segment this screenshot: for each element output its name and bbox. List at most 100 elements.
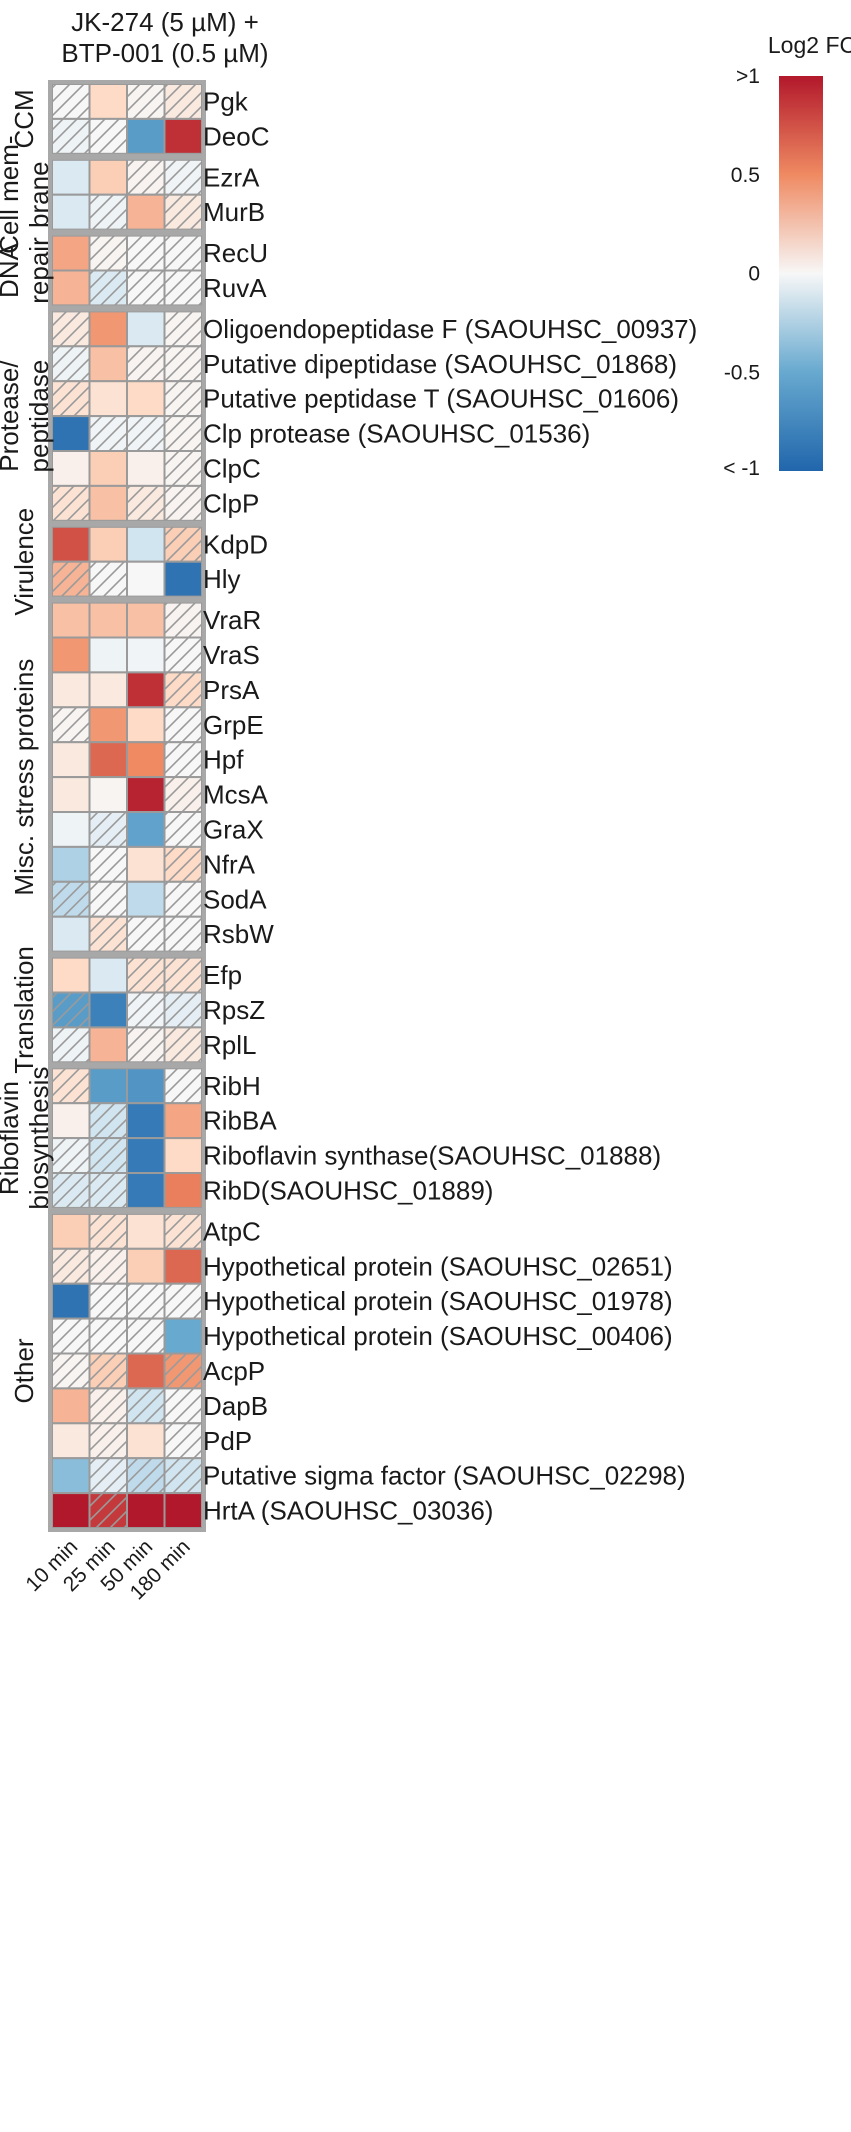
hatch-overlay-oligoendopeptidase-f-saouhsc-00937-10-min (52, 311, 90, 347)
group-frame-other (48, 1209, 206, 1533)
hatch-overlay-acpp-10-min (52, 1353, 90, 1389)
group-frame-riboflavin-biosynthesis (48, 1064, 206, 1212)
heatmap-cell-ribd-saouhsc-01889-50-min (126, 1172, 166, 1209)
row-label-ruva: RuvA (203, 273, 267, 303)
hatch-overlay-riboflavin-synthase-saouhsc-01888-25-min (89, 1138, 127, 1173)
hatch-overlay-hrta-saouhsc-03036-25-min (89, 1493, 127, 1528)
hatch-overlay-vras-180-min (164, 637, 202, 673)
heatmap-cell-putative-peptidase-t-saouhsc-01606-50-min (126, 380, 166, 418)
heatmap-cell-clpp-25-min (88, 484, 128, 522)
hatch-overlay-ribba-25-min (89, 1103, 127, 1139)
heatmap-cell-ezra-10-min (51, 158, 91, 196)
hatch-overlay-hypothetical-protein-saouhsc-00406-10-min (52, 1318, 90, 1354)
hatch-overlay-recu-25-min (89, 235, 127, 271)
heatmap-cell-soda-50-min (126, 880, 166, 918)
heatmap-cell-efp-25-min (88, 956, 128, 994)
heatmap-cell-clpc-50-min (126, 450, 166, 487)
heatmap-cell-rsbw-10-min (51, 915, 91, 953)
hatch-overlay-ezra-50-min (127, 159, 165, 195)
row-label-rsbw: RsbW (203, 919, 274, 949)
hatch-overlay-hypothetical-protein-saouhsc-02651-25-min (89, 1248, 127, 1284)
row-label-acpp: AcpP (203, 1356, 265, 1386)
group-label-cell-mem-brane-line-2: brane (24, 161, 54, 228)
heatmap-cell-hypothetical-protein-saouhsc-01978-10-min (51, 1282, 91, 1320)
heatmap-cell-putative-peptidase-t-saouhsc-01606-25-min (88, 380, 128, 418)
heatmap-cell-recu-10-min (51, 234, 91, 272)
row-label-hypothetical-protein-saouhsc-01978: Hypothetical protein (SAOUHSC_01978) (203, 1286, 673, 1316)
hatch-overlay-grax-180-min (164, 812, 202, 847)
heatmap-cell-grpe-50-min (126, 706, 166, 744)
heatmap-cell-hypothetical-protein-saouhsc-02651-50-min (126, 1247, 166, 1285)
hatch-overlay-atpc-180-min (164, 1213, 202, 1249)
hatch-overlay-putative-sigma-factor-saouhsc-02298-50-min (127, 1458, 165, 1494)
heatmap-cell-riboflavin-synthase-saouhsc-01888-50-min (126, 1137, 166, 1174)
hatch-overlay-nfra-25-min (89, 846, 127, 882)
row-labels: Pgk DeoC EzrA MurB RecU RuvA Oligoendopeptidas… (203, 86, 697, 1525)
hatch-overlay-hly-10-min (52, 561, 90, 597)
heatmap-cell-rpsz-25-min (88, 991, 128, 1029)
hatch-overlay-hypothetical-protein-saouhsc-02651-10-min (52, 1248, 90, 1284)
hatch-overlay-efp-50-min (127, 957, 165, 993)
hatch-overlay-hypothetical-protein-saouhsc-01978-180-min (164, 1283, 202, 1319)
heatmap-cell-kdpd-10-min (51, 525, 91, 563)
group-label-dna-repair-line-2: repair (24, 237, 54, 304)
heatmap-cell-clpc-25-min (88, 450, 128, 487)
legend-tick-0: 0 (748, 263, 760, 286)
heatmap-cell-riboflavin-synthase-saouhsc-01888-180-min (163, 1137, 203, 1174)
heatmap-cell-atpc-10-min (51, 1212, 91, 1250)
heatmap-cell-pdp-50-min (126, 1422, 166, 1460)
hatch-overlay-atpc-25-min (89, 1213, 127, 1249)
hatch-overlay-ribh-10-min (52, 1068, 90, 1104)
heatmap-cell-ribba-50-min (126, 1102, 166, 1140)
row-label-putative-sigma-factor-saouhsc-02298: Putative sigma factor (SAOUHSC_02298) (203, 1461, 686, 1491)
hatch-overlay-clp-protease-saouhsc-01536-25-min (89, 416, 127, 451)
hatch-overlay-ruva-25-min (89, 270, 127, 306)
hatch-overlay-ezra-180-min (164, 159, 202, 195)
row-label-rpll: RplL (203, 1030, 256, 1060)
row-label-ribba: RibBA (203, 1106, 277, 1136)
heatmap-cell-vrar-10-min (51, 601, 91, 639)
hatch-overlay-rsbw-25-min (89, 916, 127, 952)
hatch-overlay-grax-25-min (89, 812, 127, 847)
heatmap-cell-hpf-25-min (88, 741, 128, 779)
hatch-overlay-rsbw-180-min (164, 916, 202, 952)
hatch-overlay-rsbw-50-min (127, 916, 165, 952)
row-label-pgk: Pgk (203, 86, 249, 116)
group-label-cell-mem-brane-line-1: Cell mem- (0, 135, 24, 253)
row-label-grpe: GrpE (203, 710, 264, 740)
group-label-protease-peptidase-line-1: Protease/ (0, 360, 24, 472)
legend-tick-0-5: -0.5 (724, 361, 760, 384)
heatmap-cell-deoc-180-min (163, 117, 203, 155)
group-label-riboflavin-biosynthesis-line-1: Riboflavin (0, 1081, 24, 1195)
row-label-dapb: DapB (203, 1391, 268, 1421)
group-label-protease-peptidase-line-2: peptidase (24, 360, 54, 473)
hatch-overlay-grpe-10-min (52, 707, 90, 743)
group-label-other-line-1: Other (9, 1338, 39, 1403)
heatmap-cell-hypothetical-protein-saouhsc-02651-180-min (163, 1247, 203, 1285)
hatch-overlay-hypothetical-protein-saouhsc-00406-25-min (89, 1318, 127, 1354)
heatmap-cell-ribba-10-min (51, 1102, 91, 1140)
hatch-overlay-pgk-50-min (127, 84, 165, 119)
hatch-overlay-ruva-180-min (164, 270, 202, 306)
hatch-overlay-clpp-180-min (164, 485, 202, 521)
hatch-overlay-rpll-50-min (127, 1027, 165, 1063)
hatch-overlay-riboflavin-synthase-saouhsc-01888-10-min (52, 1138, 90, 1173)
chart-title-line-2: BTP-001 (0.5 µM) (61, 38, 268, 68)
heatmap-grid (48, 80, 206, 1533)
group-label-riboflavin-biosynthesis-line-2: biosynthesis (24, 1067, 54, 1210)
group-label-virulence-line-1: Virulence (9, 508, 39, 616)
heatmap-cell-mcsa-25-min (88, 776, 128, 813)
row-label-kdpd: KdpD (203, 529, 268, 559)
row-label-nfra: NfrA (203, 849, 256, 879)
hatch-overlay-deoc-25-min (89, 118, 127, 154)
row-label-ribd-saouhsc-01889: RibD(SAOUHSC_01889) (203, 1175, 493, 1205)
row-label-hypothetical-protein-saouhsc-00406: Hypothetical protein (SAOUHSC_00406) (203, 1321, 673, 1351)
hatch-overlay-putative-peptidase-t-saouhsc-01606-180-min (164, 381, 202, 417)
hatch-overlay-clp-protease-saouhsc-01536-50-min (127, 416, 165, 451)
hatch-overlay-pdp-180-min (164, 1423, 202, 1459)
chart-title-line-1: JK-274 (5 µM) + (71, 7, 259, 37)
heatmap-cell-murb-50-min (126, 193, 166, 231)
heatmap-cell-pgk-25-min (88, 83, 128, 120)
heatmap-cell-hypothetical-protein-saouhsc-00406-180-min (163, 1317, 203, 1355)
